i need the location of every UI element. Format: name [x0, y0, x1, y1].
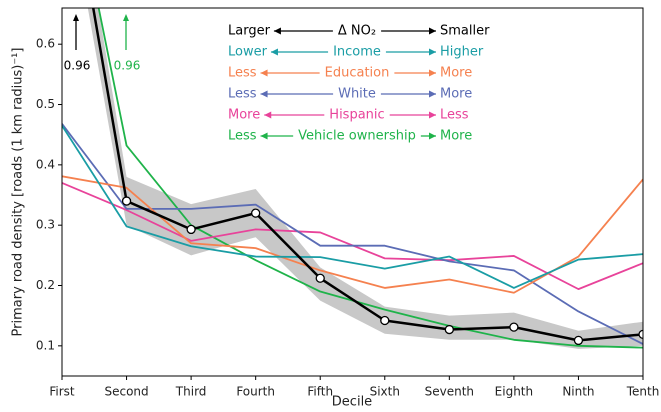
legend-label: Vehicle ownership: [298, 129, 416, 144]
legend-arrowhead: [429, 69, 436, 77]
legend-left: Larger: [228, 24, 271, 39]
axes-frame: [61, 7, 644, 377]
x-tick-label: Seventh: [425, 385, 474, 399]
y-tick-label: 0.6: [36, 37, 55, 51]
legend-left: Lower: [228, 45, 268, 60]
x-tick-label: Fifth: [307, 385, 333, 399]
marker: [573, 335, 584, 346]
x-tick-label: First: [49, 385, 75, 399]
legend-arrowhead: [429, 27, 436, 35]
legend-label: Education: [325, 66, 390, 81]
x-axis-label: Decile: [332, 395, 372, 410]
series-line: [91, 8, 643, 342]
y-tick-label: 0.2: [36, 278, 55, 292]
x-tick-label: Sixth: [370, 385, 400, 399]
annotation-text: 0.96: [114, 59, 141, 73]
series-line: [62, 125, 643, 289]
legend-left: Less: [228, 66, 257, 81]
legend-right: More: [440, 129, 472, 144]
y-tick-label: 0.3: [36, 218, 55, 232]
x-tick-label: Tenth: [626, 385, 660, 399]
y-tick-label: 0.1: [36, 338, 55, 352]
y-tick-label: 0.5: [36, 97, 55, 111]
legend: Larger Δ NO₂ Smaller Lower Income Higher Less E…: [228, 24, 490, 144]
marker: [121, 196, 132, 206]
y-axis-label: Primary road density [roads (1 km radius…: [11, 48, 26, 337]
marker: [509, 322, 519, 332]
legend-left: Less: [228, 87, 257, 102]
legend-arrowhead: [429, 90, 436, 98]
legend-arrowhead: [429, 111, 436, 119]
x-tick-label: Eighth: [495, 385, 533, 399]
x-tick-label: Fourth: [236, 385, 275, 399]
marker: [380, 315, 390, 326]
legend-left: Less: [228, 129, 257, 144]
plot-area: [62, 8, 643, 349]
legend-right: More: [440, 66, 472, 81]
annotation-text: 0.96: [64, 59, 91, 73]
legend-right: Less: [440, 108, 469, 123]
marker: [186, 224, 196, 235]
legend-left: More: [228, 108, 260, 123]
x-tick-label: Third: [175, 385, 207, 399]
legend-arrowhead: [273, 27, 281, 35]
legend-arrowhead: [270, 48, 278, 56]
legend-arrowhead: [260, 69, 268, 77]
legend-arrowhead: [260, 132, 268, 140]
legend-label: Δ NO₂: [338, 24, 376, 39]
x-tick-label: Ninth: [562, 385, 594, 399]
annotation-arrowhead: [123, 14, 129, 21]
marker: [251, 208, 261, 218]
legend-arrowhead: [429, 132, 436, 140]
marker: [315, 273, 325, 283]
legend-arrowhead: [429, 48, 436, 56]
legend-arrowhead: [260, 90, 268, 98]
series-line: [62, 123, 643, 345]
marker: [638, 329, 643, 340]
legend-right: Smaller: [440, 24, 490, 39]
marker: [444, 324, 454, 335]
x-tick-label: Second: [104, 385, 148, 399]
annotation-arrowhead: [73, 14, 79, 21]
legend-label: Hispanic: [329, 108, 384, 123]
legend-label: Income: [333, 45, 381, 60]
legend-right: Higher: [440, 45, 484, 60]
legend-label: White: [338, 87, 376, 102]
y-tick-label: 0.4: [36, 157, 55, 171]
legend-right: More: [440, 87, 472, 102]
legend-arrowhead: [264, 111, 272, 119]
